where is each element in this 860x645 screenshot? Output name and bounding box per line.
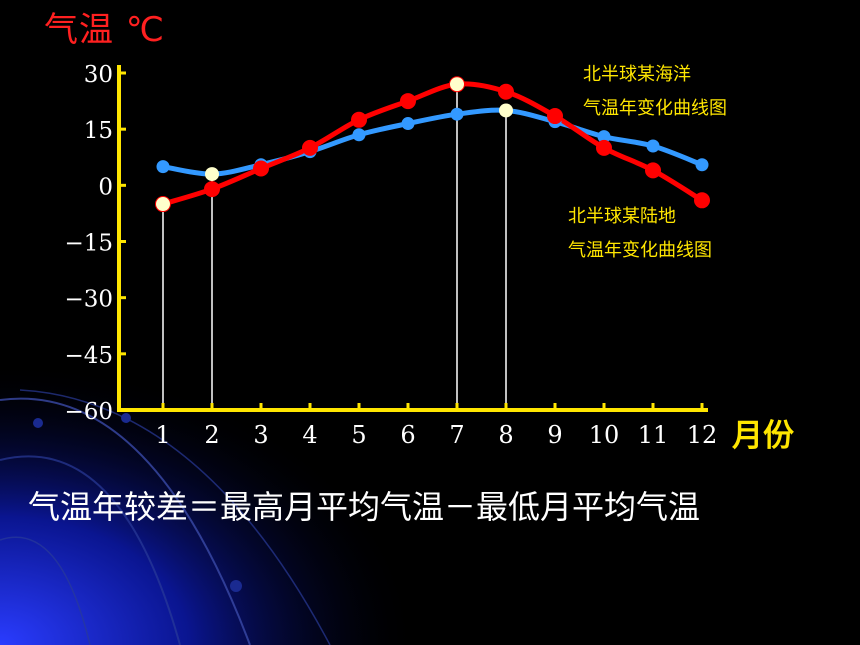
ocean-data-point xyxy=(352,128,366,142)
land-data-point xyxy=(498,83,514,100)
annual-range-formula: 气温年较差＝最高月平均气温－最低月平均气温 xyxy=(28,488,701,526)
land-series-label: 北半球某陆地 气温年变化曲线图 xyxy=(568,200,712,268)
land-data-point xyxy=(302,139,318,156)
y-axis-label: 气温 ℃ xyxy=(44,10,165,50)
y-tick-label: 0 xyxy=(98,174,113,200)
x-tick-label: 1 xyxy=(155,421,170,449)
highlight-point xyxy=(450,77,464,92)
highlight-point xyxy=(205,167,219,182)
ocean-data-point xyxy=(401,117,415,131)
ocean-data-point xyxy=(695,158,709,172)
x-tick-label: 5 xyxy=(351,421,366,449)
highlight-point xyxy=(499,103,513,118)
x-tick-label: 11 xyxy=(638,421,669,449)
land-data-point xyxy=(694,192,710,209)
land-data-point xyxy=(400,93,416,110)
land-data-point xyxy=(351,111,367,128)
x-tick-label: 12 xyxy=(687,421,718,449)
land-data-point xyxy=(547,108,563,125)
land-data-point xyxy=(204,181,220,198)
x-tick-label: 3 xyxy=(253,421,268,449)
land-label-line-1: 北半球某陆地 xyxy=(568,206,676,227)
x-tick-label: 2 xyxy=(204,421,219,449)
y-tick-label: 15 xyxy=(84,118,113,144)
x-axis-label: 月份 xyxy=(732,418,794,454)
highlight-point xyxy=(156,197,170,212)
ocean-data-point xyxy=(156,160,170,174)
y-tick-label: 30 xyxy=(84,62,113,88)
land-data-point xyxy=(596,139,612,156)
y-tick-label: −30 xyxy=(64,287,113,313)
ocean-series-label: 北半球某海洋 气温年变化曲线图 xyxy=(583,58,727,126)
x-tick-label: 9 xyxy=(547,421,562,449)
x-tick-label: 7 xyxy=(449,421,464,449)
y-tick-label: −15 xyxy=(64,231,113,257)
ocean-label-line-2: 气温年变化曲线图 xyxy=(583,98,727,119)
ocean-data-point xyxy=(450,107,464,121)
ocean-data-point xyxy=(597,130,611,144)
x-tick-label: 6 xyxy=(400,421,415,449)
x-tick-label: 4 xyxy=(302,421,317,449)
x-tick-label: 8 xyxy=(498,421,513,449)
ocean-data-point xyxy=(646,139,660,153)
land-data-point xyxy=(645,162,661,179)
ocean-label-line-1: 北半球某海洋 xyxy=(583,64,691,85)
y-tick-label: −45 xyxy=(64,343,113,369)
land-data-point xyxy=(253,160,269,177)
y-tick-label: −60 xyxy=(64,399,113,425)
x-tick-label: 10 xyxy=(589,421,620,449)
land-label-line-2: 气温年变化曲线图 xyxy=(568,240,712,261)
